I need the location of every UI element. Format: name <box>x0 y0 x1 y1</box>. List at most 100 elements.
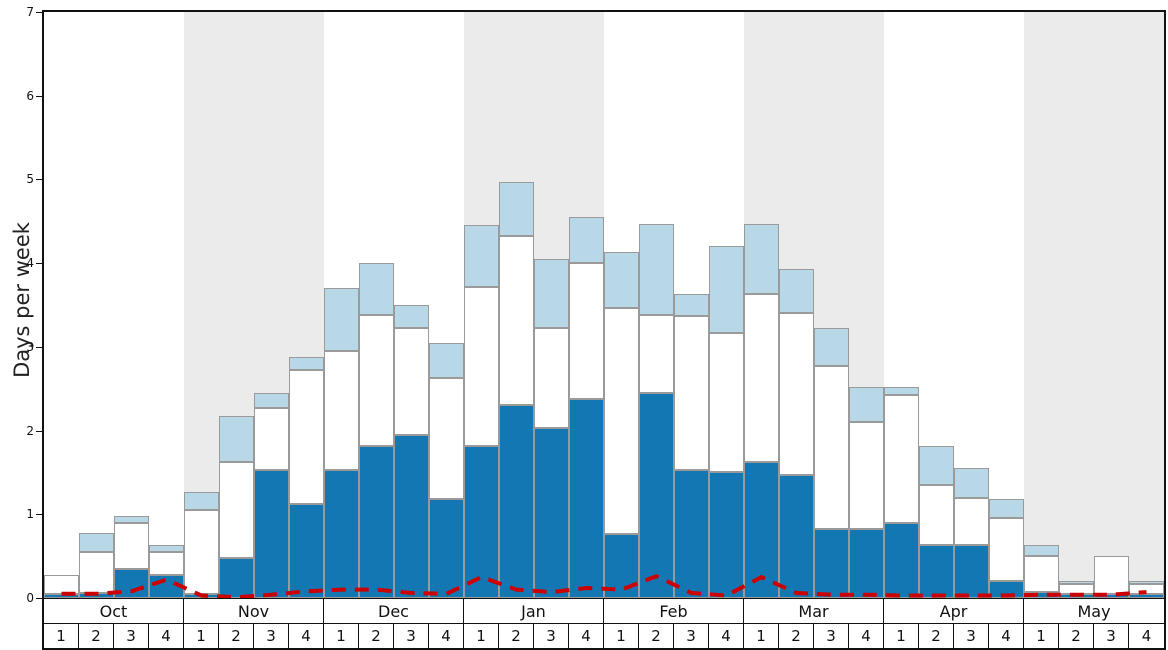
week-number-cell: 4 <box>849 624 884 648</box>
bar-powder-snow <box>604 252 639 308</box>
bar-heavy-snow <box>604 533 639 598</box>
bar-average-snow <box>1059 583 1094 594</box>
month-label-mar: Mar <box>744 599 884 623</box>
bar-average-snow <box>1129 583 1164 594</box>
bar-average-snow <box>149 551 184 575</box>
bar-average-snow <box>849 422 884 529</box>
y-tick-label: 7 <box>26 5 34 19</box>
bar-average-snow <box>184 510 219 594</box>
y-axis-title: Days per week <box>10 222 34 378</box>
week-number-cell: 3 <box>674 624 709 648</box>
bar-average-snow <box>79 551 114 593</box>
y-tick-mark <box>36 95 42 97</box>
month-label-oct: Oct <box>44 599 184 623</box>
bar-average-snow <box>324 351 359 470</box>
bar-average-snow <box>394 328 429 435</box>
bar-average-snow <box>954 497 989 546</box>
bar-heavy-snow <box>1094 593 1129 598</box>
week-number-cell: 1 <box>604 624 639 648</box>
bar-powder-snow <box>639 223 674 316</box>
bar-average-snow <box>919 485 954 546</box>
bar-average-snow <box>219 461 254 558</box>
week-number-cell: 3 <box>394 624 429 648</box>
bar-average-snow <box>1094 556 1129 594</box>
week-number-cell: 1 <box>324 624 359 648</box>
bar-powder-snow <box>324 288 359 352</box>
bar-heavy-snow <box>674 469 709 598</box>
bar-average-snow <box>884 394 919 523</box>
bar-powder-snow <box>569 217 604 264</box>
plot-area <box>44 12 1164 599</box>
y-tick-label: 0 <box>26 591 34 605</box>
y-tick-label: 4 <box>26 256 34 271</box>
bar-average-snow <box>989 518 1024 582</box>
bar-powder-snow <box>79 532 114 552</box>
bar-average-snow <box>674 315 709 470</box>
bar-heavy-snow <box>324 469 359 598</box>
week-number-cell: 2 <box>79 624 114 648</box>
bar-heavy-snow <box>814 528 849 598</box>
bar-heavy-snow <box>954 545 989 598</box>
month-band-oct <box>44 12 184 598</box>
bar-heavy-snow <box>464 445 499 598</box>
bar-heavy-snow <box>114 568 149 598</box>
bar-average-snow <box>254 407 289 470</box>
month-label-nov: Nov <box>184 599 324 623</box>
month-label-apr: Apr <box>884 599 1024 623</box>
y-tick-mark <box>36 263 42 265</box>
bar-average-snow <box>639 315 674 393</box>
bar-heavy-snow <box>289 504 324 598</box>
bar-powder-snow <box>149 545 184 552</box>
week-number-cell: 3 <box>114 624 149 648</box>
week-number-cell: 3 <box>254 624 289 648</box>
y-tick-mark <box>36 179 42 181</box>
bar-average-snow <box>604 307 639 534</box>
bar-heavy-snow <box>919 545 954 598</box>
bar-powder-snow <box>394 305 429 329</box>
month-label-dec: Dec <box>324 599 464 623</box>
bar-average-snow <box>709 332 744 473</box>
bar-average-snow <box>289 370 324 505</box>
bar-powder-snow <box>674 294 709 316</box>
y-tick-label: 5 <box>26 172 34 187</box>
week-number-cell: 3 <box>1094 624 1129 648</box>
month-axis: Oct Nov Dec Jan Feb Mar Apr May <box>44 599 1164 624</box>
week-number-cell: 2 <box>639 624 674 648</box>
week-number-cell: 1 <box>884 624 919 648</box>
bar-average-snow <box>1024 556 1059 593</box>
bar-powder-snow <box>1059 581 1094 584</box>
bar-powder-snow <box>884 387 919 395</box>
bar-average-snow <box>44 575 79 594</box>
week-number-cell: 4 <box>149 624 184 648</box>
week-number-cell: 2 <box>359 624 394 648</box>
y-tick-mark <box>36 346 42 348</box>
bar-heavy-snow <box>884 522 919 598</box>
bar-heavy-snow <box>569 398 604 598</box>
week-number-cell: 2 <box>219 624 254 648</box>
bar-heavy-snow <box>394 434 429 598</box>
bar-heavy-snow <box>219 557 254 598</box>
bar-heavy-snow <box>499 405 534 598</box>
bar-average-snow <box>429 377 464 500</box>
week-number-cell: 3 <box>954 624 989 648</box>
week-number-cell: 3 <box>534 624 569 648</box>
bar-heavy-snow <box>989 581 1024 598</box>
bar-heavy-snow <box>44 593 79 598</box>
week-number-cell: 1 <box>184 624 219 648</box>
bar-average-snow <box>744 294 779 463</box>
bar-average-snow <box>569 263 604 399</box>
month-label-jan: Jan <box>464 599 604 623</box>
week-number-cell: 1 <box>464 624 499 648</box>
bar-powder-snow <box>254 392 289 408</box>
week-number-cell: 1 <box>1024 624 1059 648</box>
y-tick-mark <box>36 430 42 432</box>
bar-powder-snow <box>289 356 324 371</box>
week-number-cell: 2 <box>919 624 954 648</box>
bar-heavy-snow <box>639 392 674 598</box>
bar-heavy-snow <box>534 428 569 598</box>
month-label-may: May <box>1077 601 1111 621</box>
bar-powder-snow <box>429 342 464 378</box>
bar-powder-snow <box>219 416 254 462</box>
bar-powder-snow <box>1129 581 1164 584</box>
